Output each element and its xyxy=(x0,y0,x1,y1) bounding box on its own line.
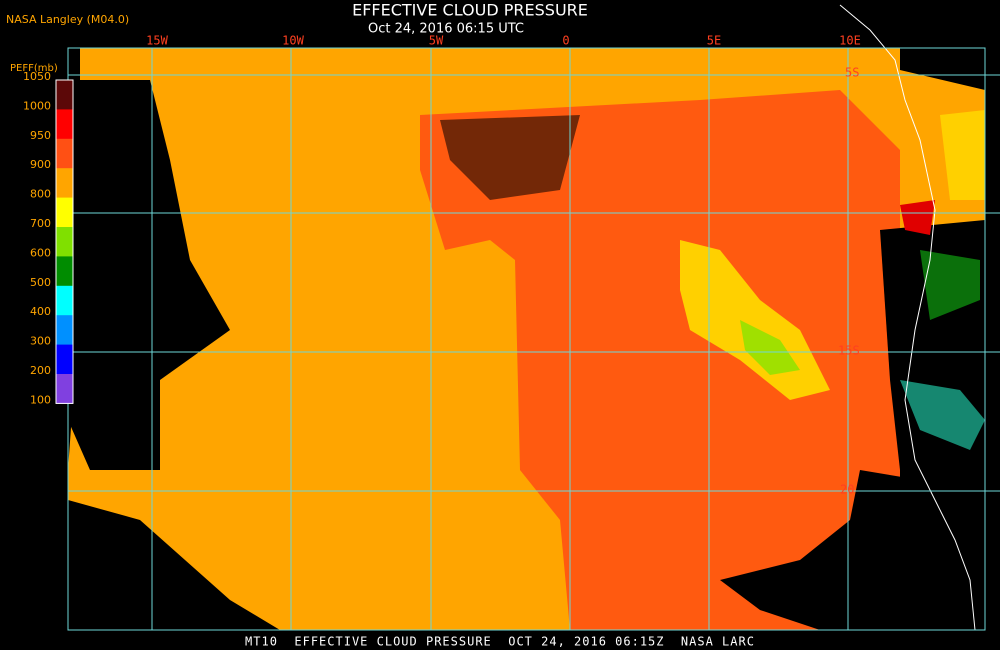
lon-label: 5W xyxy=(429,34,444,48)
colorbar-tick-label: 500 xyxy=(30,276,51,289)
colorbar-tick-label: 200 xyxy=(30,364,51,377)
colorbar-segment xyxy=(56,109,73,140)
clear-sky xyxy=(68,80,230,470)
coastline xyxy=(839,4,976,631)
high-cloud xyxy=(940,110,985,200)
colorbar-label: PEFF(mb) xyxy=(10,63,58,74)
clear-sky xyxy=(68,500,280,630)
colorbar-segment xyxy=(56,285,73,316)
lon-label: 0 xyxy=(562,34,569,48)
colorbar-segment xyxy=(56,315,73,346)
subtitle: Oct 24, 2016 06:15 UTC xyxy=(368,22,524,37)
lat-label: 5S xyxy=(845,66,859,80)
colorbar-tick-label: 1050 xyxy=(23,70,51,83)
clear-sky xyxy=(720,470,985,630)
low-cloud xyxy=(900,200,935,235)
high-cloud xyxy=(900,380,985,450)
clear-sky xyxy=(440,115,580,200)
colorbar-segment xyxy=(56,197,73,228)
colorbar-segment xyxy=(56,138,73,169)
colorbar-tick-label: 950 xyxy=(30,129,51,142)
lon-labels: 15W 10W 5W 0 5E 10E xyxy=(146,34,861,48)
colorbar-frame xyxy=(55,79,74,404)
colorbar-segment xyxy=(56,168,73,199)
lat-labels: 5S 15S 20 xyxy=(838,66,860,497)
colorbar-segment xyxy=(56,227,73,257)
low-cloud xyxy=(420,90,900,630)
colorbar-segment xyxy=(56,256,73,287)
footer: MT10 EFFECTIVE CLOUD PRESSURE OCT 24, 20… xyxy=(245,635,755,649)
lat-label: 20 xyxy=(840,483,854,497)
lon-label: 10W xyxy=(282,34,304,48)
title: EFFECTIVE CLOUD PRESSURE xyxy=(352,1,588,20)
graticule xyxy=(67,47,1000,631)
higher-cloud xyxy=(740,320,800,375)
lon-label: 5E xyxy=(707,34,721,48)
colorbar-tick-label: 700 xyxy=(30,217,51,230)
colorbar: 1050 1000 950 900 800 700 600 500 400 300 200 100 xyxy=(23,70,74,406)
source-label: NASA Langley (M04.0) xyxy=(6,13,129,26)
lon-label: 10E xyxy=(839,34,861,48)
colorbar-tick-label: 800 xyxy=(30,188,51,201)
lon-label: 15W xyxy=(146,34,168,48)
colorbar-tick-label: 1000 xyxy=(23,99,51,112)
colorbar-tick-label: 100 xyxy=(30,393,51,406)
colorbar-tick-label: 600 xyxy=(30,246,51,259)
lat-label: 15S xyxy=(838,344,860,358)
colorbar-segment xyxy=(56,374,73,404)
cloud-field xyxy=(68,48,985,630)
colorbar-segment xyxy=(56,344,73,375)
colorbar-tick-label: 300 xyxy=(30,335,51,348)
colorbar-tick-label: 400 xyxy=(30,305,51,318)
high-cloud xyxy=(920,250,980,320)
colorbar-tick-label: 900 xyxy=(30,158,51,171)
colorbar-segment xyxy=(56,80,73,110)
